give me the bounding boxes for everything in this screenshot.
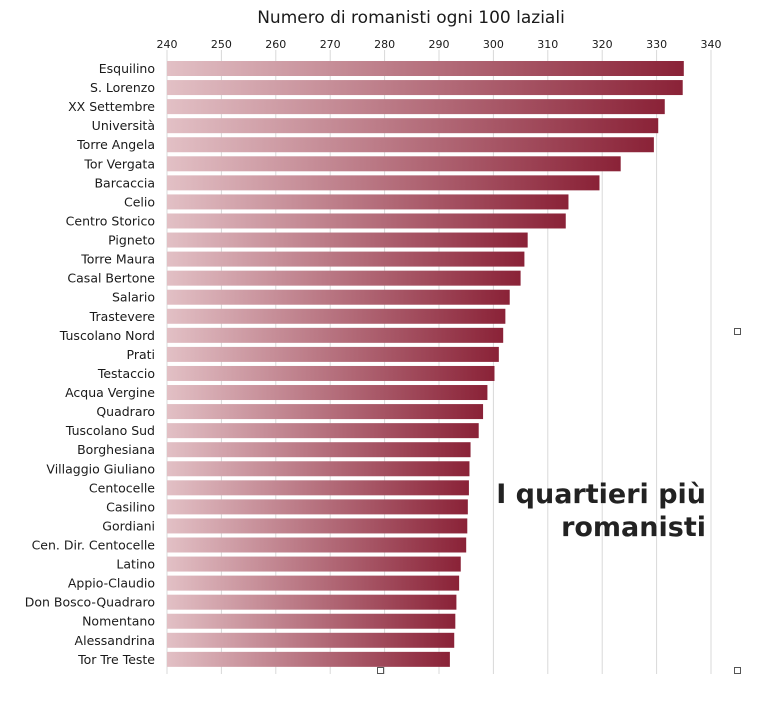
bar-alessandrina: [167, 632, 455, 648]
x-tick-label: 250: [211, 38, 232, 51]
category-label: Torre Angela: [76, 137, 155, 152]
bar-quadraro: [167, 404, 484, 420]
category-label: S. Lorenzo: [90, 80, 155, 95]
bar-cen-dir-centocelle: [167, 537, 467, 553]
bar-barcaccia: [167, 175, 600, 191]
category-label: Torre Maura: [80, 252, 155, 267]
resize-handle-bottom[interactable]: [377, 667, 384, 674]
bar-casilino: [167, 499, 468, 515]
category-label: Appio-Claudio: [68, 576, 155, 591]
resize-handle-bottom-right[interactable]: [734, 667, 741, 674]
category-labels: Esquilino S. Lorenzo XX Settembre Universit…: [25, 61, 156, 667]
category-label: Villaggio Giuliano: [46, 461, 155, 476]
category-label: Tuscolano Nord: [59, 328, 155, 343]
bar-borghesiana: [167, 442, 471, 458]
category-label: Casilino: [106, 499, 155, 514]
bar-nomentano: [167, 613, 456, 629]
category-label: Testaccio: [97, 366, 155, 381]
category-label: XX Settembre: [68, 99, 155, 114]
category-label: Borghesiana: [77, 442, 155, 457]
chart-title-line-2: romanisti: [561, 512, 706, 543]
x-tick-label: 270: [320, 38, 341, 51]
category-label: Alessandrina: [75, 633, 155, 648]
category-label: Università: [92, 118, 155, 133]
bar-torre-angela: [167, 137, 654, 153]
x-tick-label: 240: [157, 38, 178, 51]
resize-handle-right[interactable]: [734, 328, 741, 335]
bar-torre-maura: [167, 251, 525, 267]
category-label: Tuscolano Sud: [65, 423, 155, 438]
category-label: Centro Storico: [66, 213, 155, 228]
category-label: Esquilino: [99, 61, 155, 76]
category-label: Quadraro: [96, 404, 155, 419]
bar-centocelle: [167, 480, 469, 496]
category-label: Centocelle: [89, 480, 155, 495]
bar-xx-settembre: [167, 99, 665, 115]
category-label: Pigneto: [108, 233, 155, 248]
category-label: Tor Vergata: [83, 156, 155, 171]
bar-trastevere: [167, 308, 506, 324]
x-tick-label: 280: [374, 38, 395, 51]
category-label: Don Bosco-Quadraro: [25, 595, 155, 610]
category-label: Celio: [124, 194, 155, 209]
category-label: Nomentano: [82, 614, 155, 629]
category-label: Casal Bertone: [67, 271, 155, 286]
bar-villaggio-giuliano: [167, 461, 470, 477]
bar-celio: [167, 194, 569, 210]
x-axis-ticks: 240 250 260 270 280 290 300 310 320 330 340: [157, 38, 722, 51]
x-tick-label: 290: [429, 38, 450, 51]
x-tick-label: 260: [265, 38, 286, 51]
category-label: Salario: [112, 290, 155, 305]
bar-casal-bertone: [167, 270, 521, 286]
category-label: Cen. Dir. Centocelle: [32, 538, 156, 553]
x-tick-label: 300: [483, 38, 504, 51]
chart-title: I quartieri più romanisti: [496, 478, 706, 544]
bar-s-lorenzo: [167, 80, 683, 96]
category-label: Trastevere: [89, 309, 156, 324]
category-label: Prati: [127, 347, 156, 362]
bar-testaccio: [167, 365, 495, 381]
bar-pigneto: [167, 232, 528, 248]
category-label: Barcaccia: [94, 175, 155, 190]
bar-tuscolano-sud: [167, 423, 479, 439]
category-label: Gordiani: [102, 518, 155, 533]
bar-tor-vergata: [167, 156, 621, 172]
bar-appio-claudio: [167, 575, 460, 591]
bar-salario: [167, 289, 510, 305]
bar-centro-storico: [167, 213, 566, 229]
x-tick-label: 340: [701, 38, 722, 51]
bar-tuscolano-nord: [167, 327, 504, 343]
x-axis-title: Numero di romanisti ogni 100 laziali: [257, 8, 565, 28]
bar-tor-tre-teste: [167, 651, 450, 667]
category-label: Latino: [116, 557, 155, 572]
chart-title-line-1: I quartieri più: [496, 479, 706, 510]
bar-acqua-vergine: [167, 385, 488, 401]
bar-don-bosco-quadraro: [167, 594, 457, 610]
bar-latino: [167, 556, 461, 572]
bar-esquilino: [167, 61, 684, 76]
category-label: Tor Tre Teste: [77, 652, 155, 667]
bar-prati: [167, 346, 499, 362]
bar-gordiani: [167, 518, 468, 534]
x-tick-label: 310: [537, 38, 558, 51]
bars: [167, 61, 684, 667]
gridlines: [166, 50, 712, 674]
x-tick-label: 320: [592, 38, 613, 51]
x-tick-label: 330: [646, 38, 667, 51]
bar-universit: [167, 118, 659, 134]
category-label: Acqua Vergine: [65, 385, 155, 400]
